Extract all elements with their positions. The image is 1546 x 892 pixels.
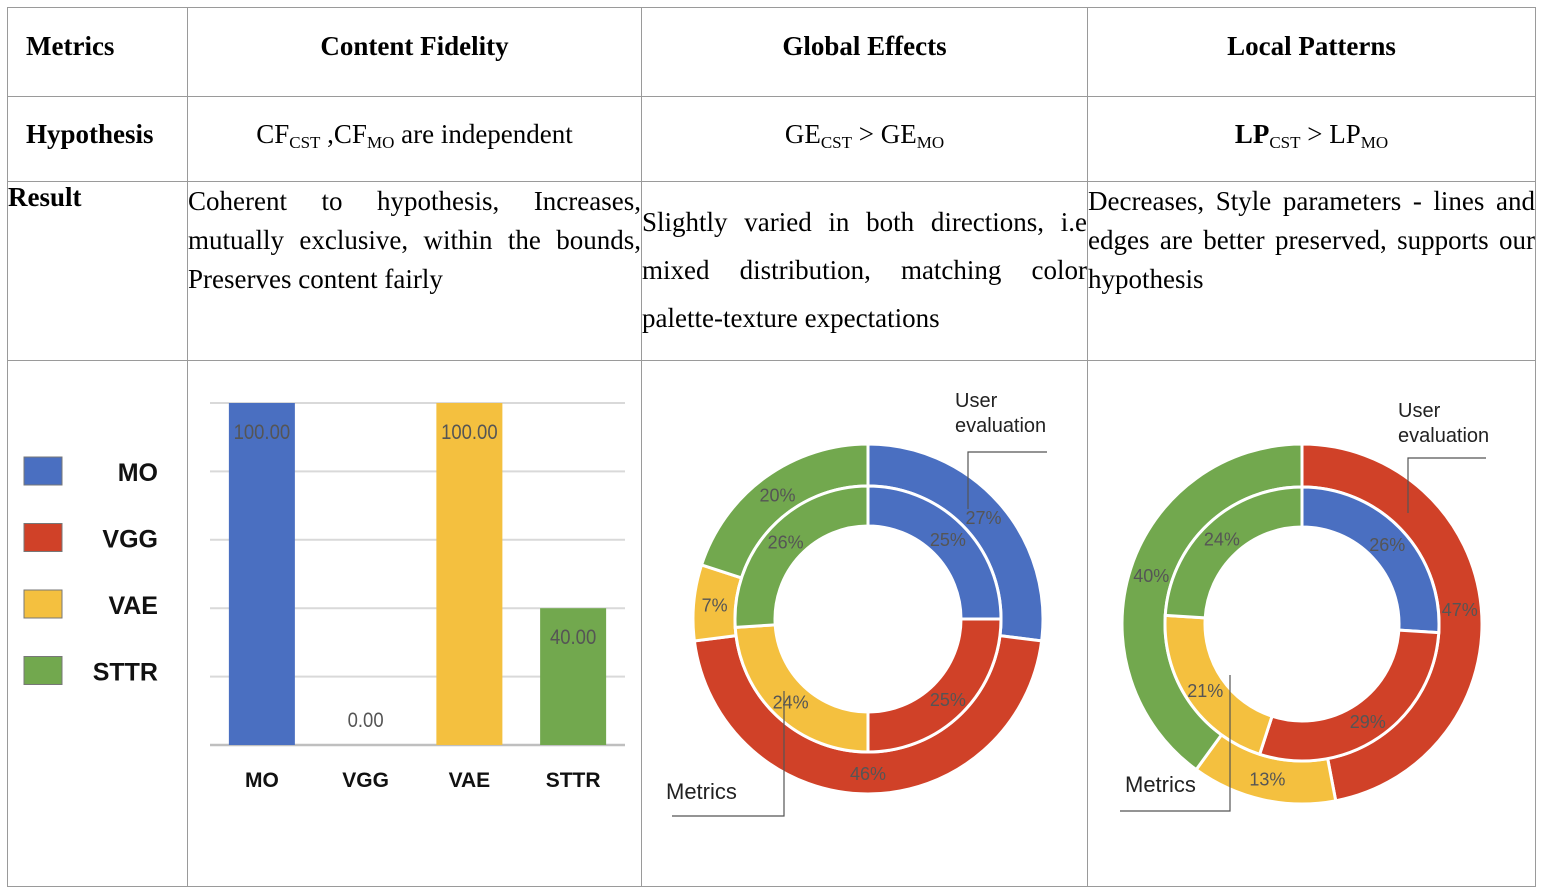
outer-ring-name-line1: User (1398, 400, 1441, 422)
donut-outer-label-vae: 7% (702, 595, 728, 615)
lp-donut-chart: 0%47%13%40%26%29%21%24%UserevaluationMet… (1120, 400, 1489, 812)
x-tick-mo: MO (245, 769, 279, 792)
hyp-cf-rest: are independent (394, 119, 573, 150)
result-row: Result Coherent to hypothesis, Increases… (7, 181, 1536, 361)
bar-value-vae: 100.00 (441, 421, 497, 444)
hyp-cf-a: CF (256, 119, 290, 150)
bar-mo (228, 402, 295, 745)
hyp-cf-a-sub: CST (289, 133, 321, 153)
hyp-lp-op: > LP (1300, 119, 1361, 150)
donut-outer-label-vae: 13% (1249, 769, 1285, 789)
bar-value-sttr: 40.00 (550, 626, 596, 649)
legend-label-vgg: VGG (102, 525, 158, 553)
donut-inner-slice-sttr (733, 484, 870, 629)
bar-value-mo: 100.00 (234, 421, 290, 444)
legend-swatch-vae (23, 589, 63, 619)
bar-chart-cell: 100.00 MO 0.00 VGG 100.00 VAE 40.00 STTR (187, 359, 642, 888)
outer-ring-leader-line (967, 451, 1047, 509)
header-local-patterns: Local Patterns (1087, 6, 1536, 98)
inner-ring-name: Metrics (1125, 772, 1196, 797)
legend-swatch-mo (23, 456, 63, 486)
bar-chart: 100.00 MO 0.00 VGG 100.00 VAE 40.00 STTR (210, 401, 625, 792)
outer-ring-name-line2: evaluation (955, 415, 1046, 437)
result-cf: Coherent to hypothesis, Increases, mutua… (187, 181, 642, 361)
inner-ring-leader-line (672, 690, 785, 817)
result-ge: Slightly varied in both directions, i.e … (641, 181, 1088, 361)
header-content-fidelity: Content Fidelity (187, 6, 642, 98)
x-tick-vgg: VGG (342, 769, 389, 792)
hypothesis-cf: CFCST ,CFMO are independent (187, 96, 642, 183)
donut-outer-label-sttr: 20% (759, 485, 795, 505)
header-row: Metrics Content Fidelity Global Effects … (7, 6, 1536, 98)
hypothesis-lp: LPCST > LPMO (1087, 96, 1536, 183)
donut-inner-label-vgg: 25% (930, 690, 966, 710)
outer-ring-name-line1: User (955, 390, 998, 412)
hyp-cf-sep: ,CF (320, 119, 367, 150)
donut-outer-label-vgg: 47% (1442, 600, 1478, 620)
hyp-lp-a: LP (1234, 119, 1270, 150)
donut-inner-label-sttr: 24% (1204, 529, 1240, 549)
legend-label-sttr: STTR (93, 658, 158, 686)
donut-outer-label-vgg: 46% (850, 764, 886, 784)
bar-sttr (540, 607, 607, 745)
hyp-ge-op: > GE (852, 119, 917, 150)
donut-inner-label-vgg: 29% (1350, 712, 1386, 732)
donut-inner-slice-sttr (1163, 485, 1304, 620)
hyp-lp-b-sub: MO (1360, 133, 1389, 153)
hyp-lp-a-sub: CST (1269, 133, 1301, 153)
result-lp: Decreases, Style parameters - lines and … (1087, 181, 1536, 361)
figure-row: MO VGG VAE STTR 100.00 MO 0.00 VGG 100.00 VAE 40.… (7, 359, 1536, 888)
hyp-ge-a: GE (784, 119, 821, 150)
header-global-effects: Global Effects (641, 6, 1088, 98)
legend-label-vae: VAE (108, 592, 158, 620)
donut-outer-label-mo: 27% (966, 508, 1002, 528)
donut-inner-label-vae: 21% (1187, 681, 1223, 701)
ge-donut-cell: 27% 46% 7% 20% 25% 25% 24% 26% User evaluation Met… (641, 359, 1088, 888)
bar-vae (436, 402, 503, 745)
legend-label-mo: MO (118, 459, 158, 487)
donut-outer-label-sttr: 40% (1133, 566, 1169, 586)
header-metrics: Metrics (7, 6, 188, 98)
hypothesis-ge: GECST > GEMO (641, 96, 1088, 183)
x-tick-sttr: STTR (546, 769, 601, 792)
donut-inner-label-vae: 24% (773, 692, 809, 712)
ge-donut-chart: 27% 46% 7% 20% 25% 25% 24% 26% User evaluation Met… (666, 390, 1047, 817)
x-tick-vae: VAE (449, 769, 491, 792)
hypothesis-label: Hypothesis (7, 96, 188, 183)
outer-ring-name-line2: evaluation (1398, 425, 1489, 447)
hypothesis-row: Hypothesis CFCST ,CFMO are independent G… (7, 96, 1536, 183)
inner-ring-name: Metrics (666, 779, 737, 804)
donut-inner-label-mo: 25% (930, 530, 966, 550)
results-table: Metrics Content Fidelity Global Effects … (7, 6, 1536, 888)
outer-ring-leader-line (1407, 457, 1486, 513)
bar-value-vgg: 0.00 (348, 709, 384, 732)
inner-ring-leader-line (1120, 674, 1231, 812)
legend: MO VGG VAE STTR (23, 456, 158, 686)
donut-inner-label-sttr: 26% (768, 532, 804, 552)
hyp-ge-b-sub: MO (916, 133, 945, 153)
legend-cell: MO VGG VAE STTR (7, 359, 188, 888)
donut-inner-label-mo: 26% (1369, 535, 1405, 555)
legend-swatch-vgg (23, 522, 63, 552)
legend-swatch-sttr (23, 655, 63, 685)
result-label: Result (7, 181, 188, 361)
hyp-cf-b-sub: MO (366, 133, 395, 153)
hyp-ge-a-sub: CST (820, 133, 853, 153)
lp-donut-cell: 0%47%13%40%26%29%21%24%UserevaluationMet… (1087, 359, 1536, 888)
